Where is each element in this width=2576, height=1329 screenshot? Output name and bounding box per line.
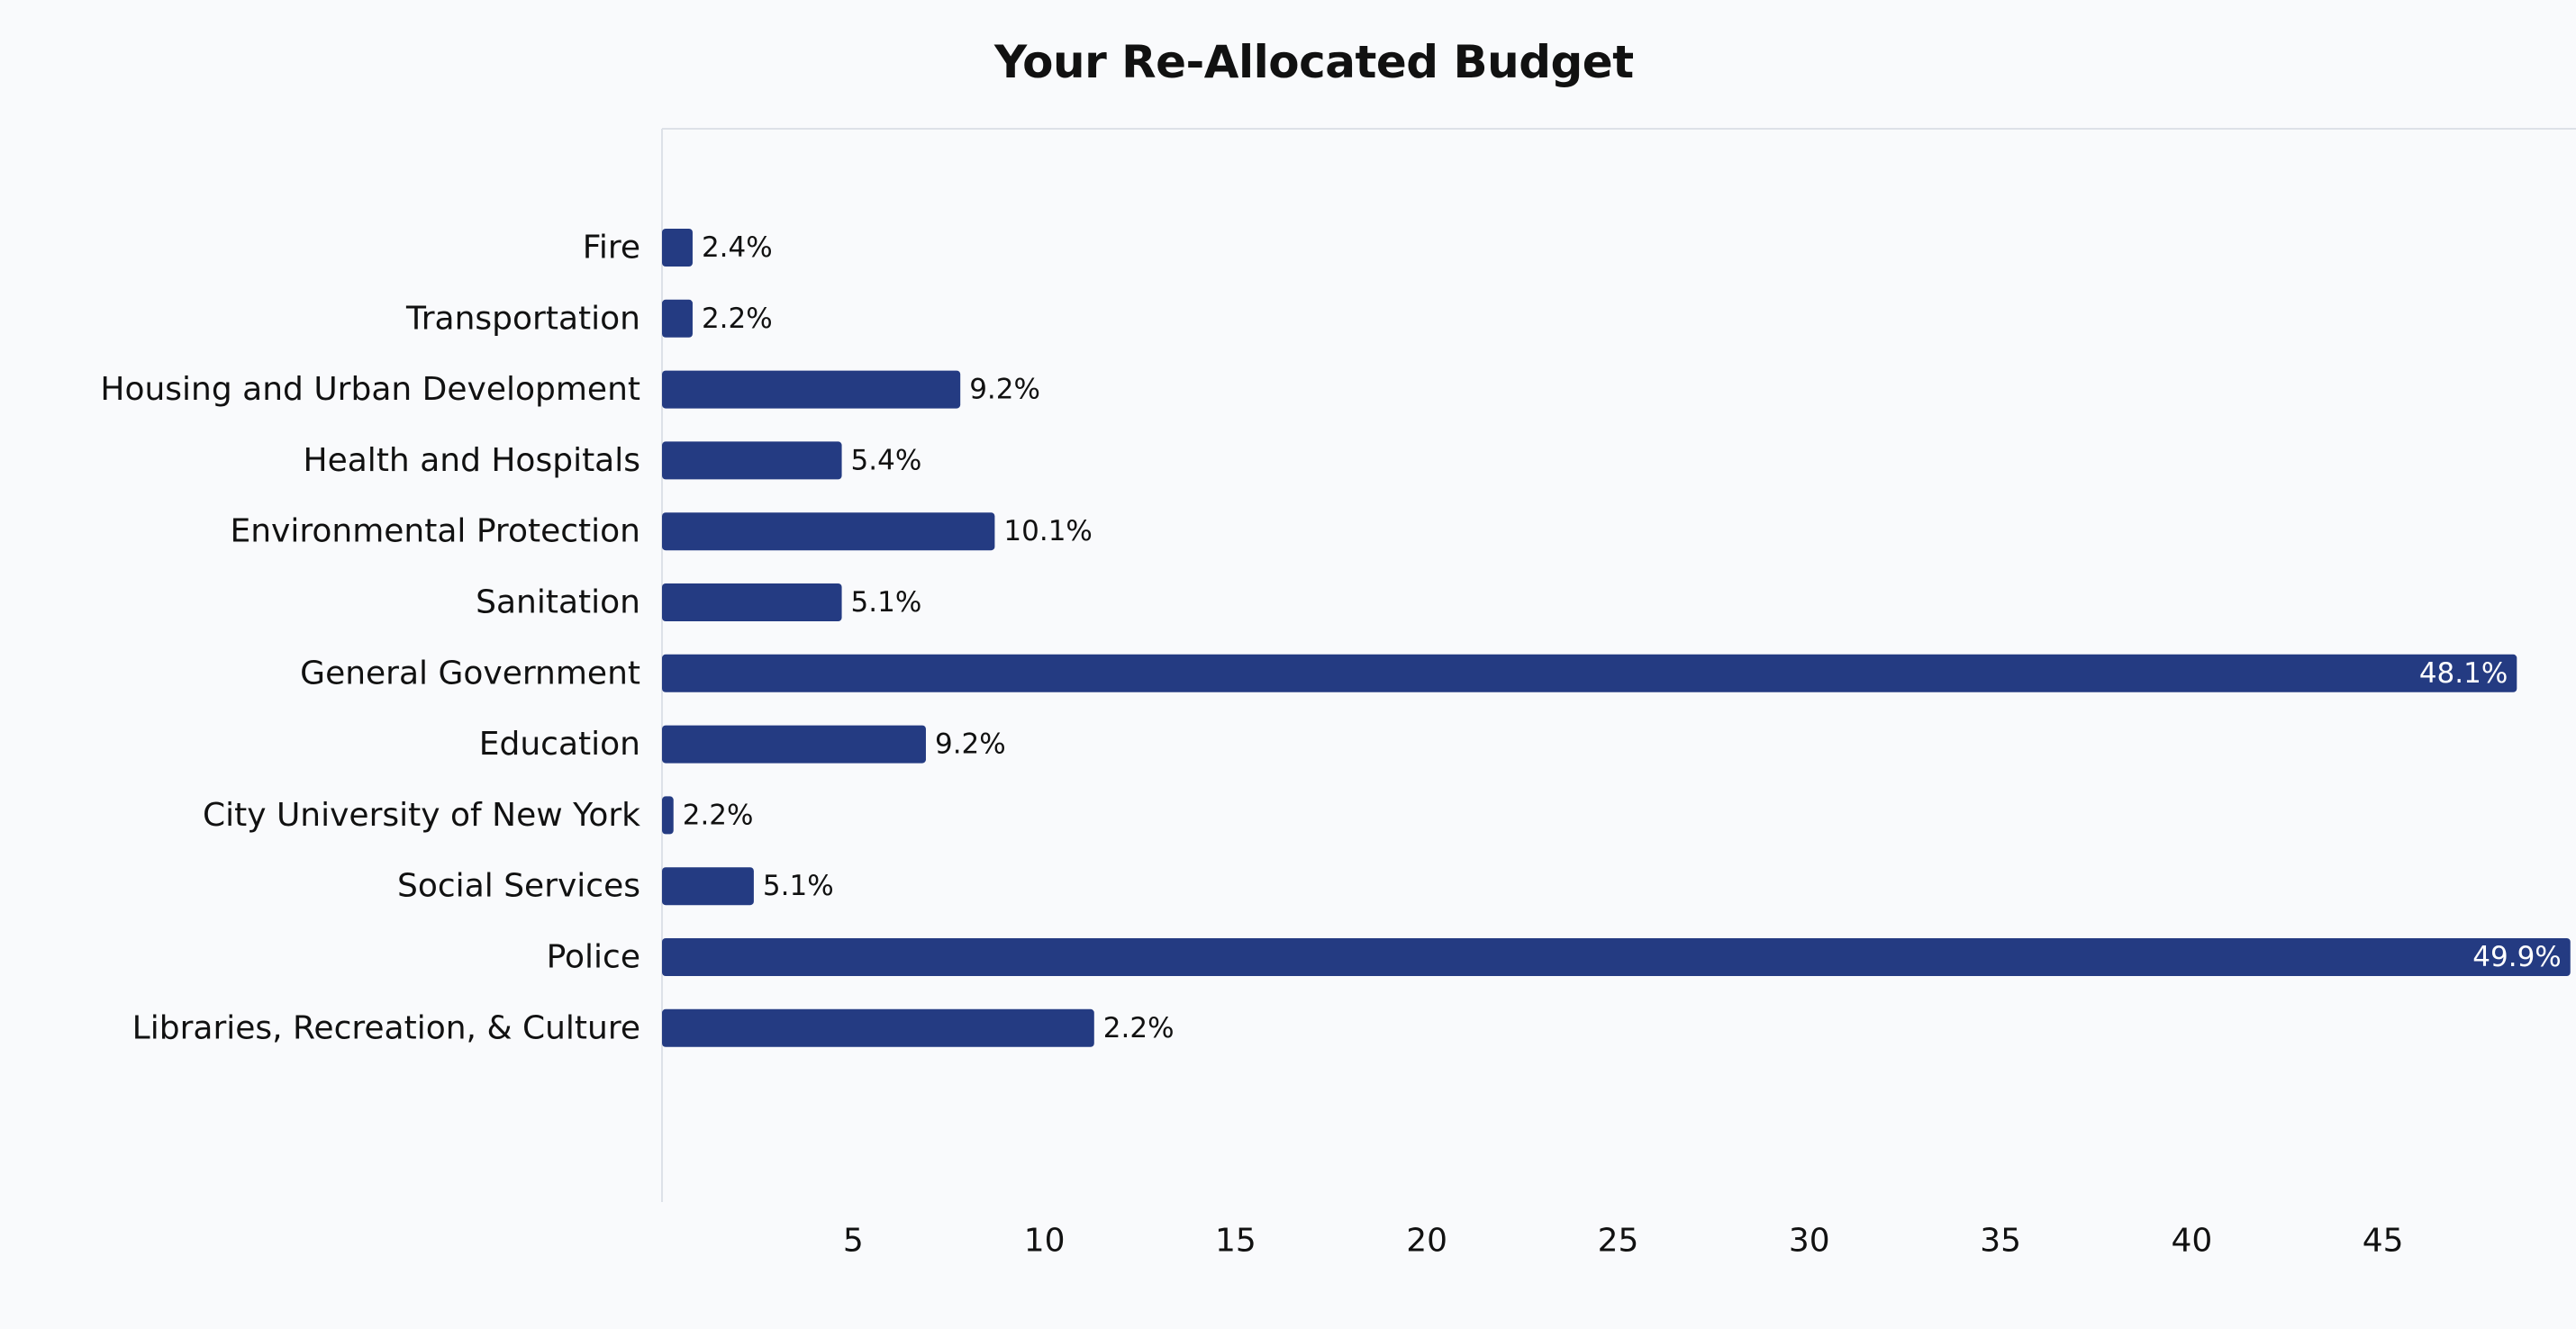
x-tick-label: 40 bbox=[2171, 1223, 2212, 1260]
x-tick-label: 25 bbox=[1598, 1223, 1639, 1260]
data-label: 5.1% bbox=[763, 870, 834, 902]
category-label: Libraries, Recreation, & Culture bbox=[132, 1009, 640, 1046]
bar bbox=[662, 725, 926, 764]
data-label: 5.1% bbox=[851, 586, 922, 619]
x-tick-label: 35 bbox=[1980, 1223, 2021, 1260]
data-label: 9.2% bbox=[969, 374, 1040, 406]
x-tick-label: 10 bbox=[1024, 1223, 1066, 1260]
bar bbox=[662, 441, 842, 480]
x-tick-label: 45 bbox=[2363, 1223, 2404, 1260]
data-label: 2.2% bbox=[702, 303, 773, 335]
category-label: Police bbox=[547, 939, 640, 976]
category-label: Fire bbox=[583, 230, 640, 267]
bar bbox=[662, 370, 961, 409]
bar bbox=[662, 796, 674, 835]
data-label: 5.4% bbox=[851, 444, 922, 476]
data-label: 2.4% bbox=[702, 231, 773, 264]
x-tick-label: 30 bbox=[1789, 1223, 1830, 1260]
category-label: Sanitation bbox=[476, 584, 640, 621]
bar bbox=[662, 299, 693, 338]
data-label: 10.1% bbox=[1003, 515, 1092, 547]
category-label: Health and Hospitals bbox=[304, 442, 640, 479]
bar bbox=[662, 512, 995, 551]
bar bbox=[662, 583, 842, 621]
data-label: 49.9% bbox=[2472, 941, 2561, 973]
bar bbox=[662, 867, 754, 906]
bar bbox=[662, 938, 2571, 976]
category-label: Housing and Urban Development bbox=[100, 371, 640, 408]
category-label: General Government bbox=[300, 655, 640, 692]
category-label: Social Services bbox=[397, 868, 640, 905]
x-tick-label: 5 bbox=[843, 1223, 864, 1260]
bar bbox=[662, 229, 693, 267]
data-label: 2.2% bbox=[683, 799, 754, 831]
data-label: 2.2% bbox=[1103, 1012, 1175, 1044]
bar bbox=[662, 654, 2517, 692]
bar bbox=[662, 1008, 1094, 1047]
chart-title: Your Re-Allocated Budget bbox=[994, 36, 1634, 88]
category-label: Transportation bbox=[405, 300, 640, 337]
category-label: City University of New York bbox=[203, 797, 640, 834]
data-label: 9.2% bbox=[935, 728, 1006, 761]
x-tick-label: 15 bbox=[1215, 1223, 1256, 1260]
category-label: Education bbox=[479, 726, 640, 763]
data-label: 48.1% bbox=[2419, 657, 2508, 690]
x-tick-label: 20 bbox=[1406, 1223, 1447, 1260]
category-label: Environmental Protection bbox=[230, 513, 640, 550]
